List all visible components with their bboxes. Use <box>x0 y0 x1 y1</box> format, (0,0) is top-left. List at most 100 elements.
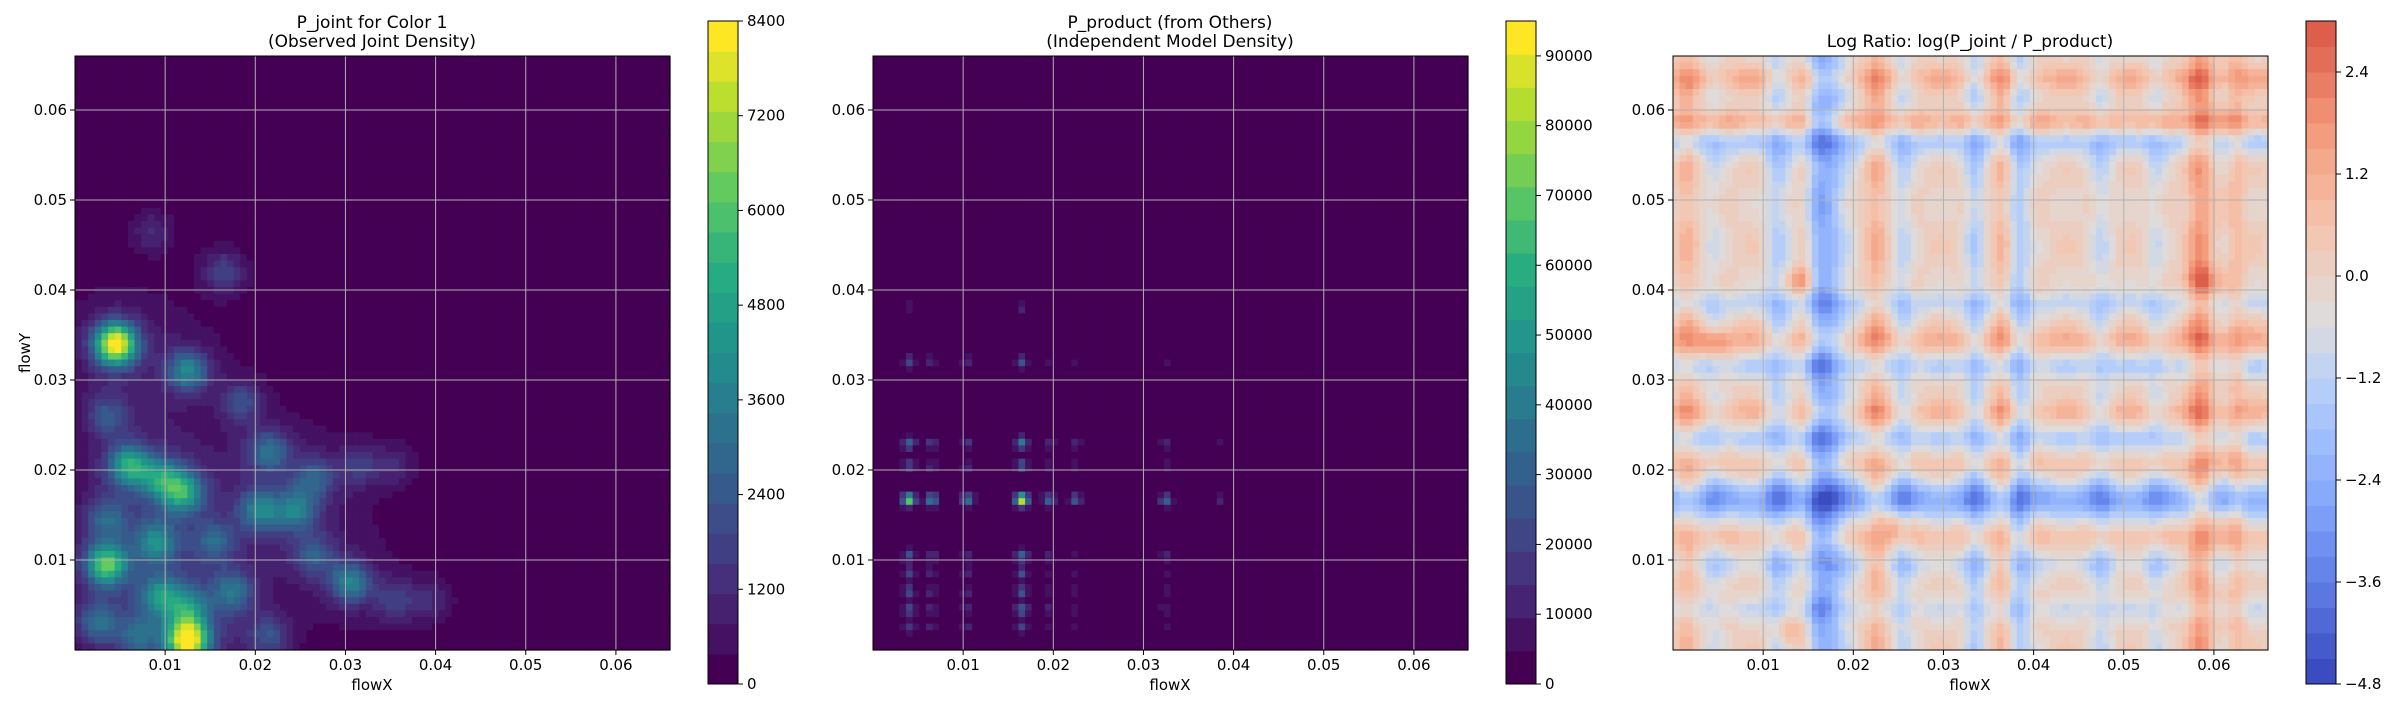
p1-heat-cell <box>121 221 128 228</box>
p1-heat-cell <box>181 274 188 281</box>
p1-heat-cell <box>254 544 261 551</box>
p1-heat-cell <box>128 571 135 578</box>
p1-heat-cell <box>101 181 108 188</box>
p1-heat-cell <box>346 610 353 617</box>
p1-heat-cell <box>419 452 426 459</box>
p1-heat-cell <box>346 591 353 598</box>
p1-heat-cell <box>379 82 386 89</box>
p1-heat-cell <box>75 393 82 400</box>
p1-heat-cell <box>373 406 380 413</box>
p1-heat-cell <box>108 69 115 76</box>
p1-heat-cell <box>101 531 108 538</box>
p1-heat-cell <box>366 478 373 485</box>
p1-heat-cell <box>326 591 333 598</box>
p1-heat-cell <box>154 63 161 70</box>
p1-heat-cell <box>161 426 168 433</box>
p1-heat-cell <box>101 129 108 136</box>
p1-heat-cell <box>392 571 399 578</box>
p1-heat-cell <box>366 307 373 314</box>
p1-heat-cell <box>313 280 320 287</box>
p1-heat-cell <box>287 208 294 215</box>
p1-heat-cell <box>168 313 175 320</box>
p1-heat-cell <box>392 122 399 129</box>
p1-heat-cell <box>254 89 261 96</box>
p1-heat-cell <box>174 465 181 472</box>
p1-heat-cell <box>320 254 327 261</box>
p1-heat-cell <box>75 148 82 155</box>
p1-heat-cell <box>300 181 307 188</box>
p1-heat-cell <box>320 472 327 479</box>
p1-heat-cell <box>75 340 82 347</box>
p1-heat-cell <box>154 360 161 367</box>
p1-heat-cell <box>247 214 254 221</box>
p1-heat-cell <box>406 505 413 512</box>
p1-heat-cell <box>247 254 254 261</box>
p1-heat-cell <box>101 366 108 373</box>
p1-heat-cell <box>425 505 432 512</box>
p1-heat-cell <box>353 544 360 551</box>
p1-heat-cell <box>379 148 386 155</box>
p1-heat-cell <box>320 313 327 320</box>
p1-heat-cell <box>135 478 142 485</box>
p1-heat-cell <box>234 313 241 320</box>
p1-heat-cell <box>379 498 386 505</box>
p1-heat-cell <box>439 148 446 155</box>
p1-heat-cell <box>88 307 95 314</box>
p1-heat-cell <box>353 208 360 215</box>
p1-heat-cell <box>366 492 373 499</box>
p1-heat-cell <box>115 353 122 360</box>
p1-heat-cell <box>419 617 426 624</box>
p1-heat-cell <box>273 597 280 604</box>
p1-heat-cell <box>306 544 313 551</box>
p1-heat-cell <box>174 360 181 367</box>
p1-heat-cell <box>168 399 175 406</box>
p1-heat-cell <box>135 267 142 274</box>
p1-heat-cell <box>220 346 227 353</box>
p1-heat-cell <box>293 511 300 518</box>
p1-heat-cell <box>346 254 353 261</box>
p1-heat-cell <box>320 274 327 281</box>
p1-heat-cell <box>128 558 135 565</box>
p1-heat-cell <box>214 360 221 367</box>
p1-heat-cell <box>201 346 208 353</box>
p1-heat-cell <box>220 181 227 188</box>
p1-heat-cell <box>141 610 148 617</box>
p1-heat-cell <box>419 82 426 89</box>
p1-heat-cell <box>135 459 142 466</box>
p1-heat-cell <box>101 313 108 320</box>
p1-heat-cell <box>207 69 214 76</box>
p1-heat-cell <box>366 102 373 109</box>
p1-heat-cell <box>280 320 287 327</box>
p1-heat-cell <box>425 175 432 182</box>
p1-heat-cell <box>267 624 274 631</box>
p1-heat-cell <box>267 577 274 584</box>
p1-heat-cell <box>214 465 221 472</box>
p1-heat-cell <box>419 155 426 162</box>
p1-heat-cell <box>128 82 135 89</box>
p1-heat-cell <box>214 346 221 353</box>
p1-heat-cell <box>280 518 287 525</box>
p1-heat-cell <box>161 353 168 360</box>
p1-heat-cell <box>141 419 148 426</box>
p1-heat-cell <box>313 115 320 122</box>
p1-heat-cell <box>406 82 413 89</box>
p1-heat-cell <box>187 360 194 367</box>
p1-heat-cell <box>392 280 399 287</box>
p1-heat-cell <box>399 267 406 274</box>
p1-heat-cell <box>333 597 340 604</box>
p1-heat-cell <box>260 366 267 373</box>
p1-heat-cell <box>168 195 175 202</box>
p1-heat-cell <box>346 538 353 545</box>
p1-heat-cell <box>240 168 247 175</box>
p1-heat-cell <box>273 472 280 479</box>
p1-heat-cell <box>220 610 227 617</box>
p1-heat-cell <box>399 439 406 446</box>
p1-heat-cell <box>346 531 353 538</box>
p1-heat-cell <box>194 478 201 485</box>
p1-heat-cell <box>419 564 426 571</box>
p1-heat-cell <box>214 624 221 631</box>
p1-heat-cell <box>121 412 128 419</box>
p1-heat-cell <box>161 82 168 89</box>
p1-heat-cell <box>320 511 327 518</box>
p1-heat-cell <box>108 300 115 307</box>
